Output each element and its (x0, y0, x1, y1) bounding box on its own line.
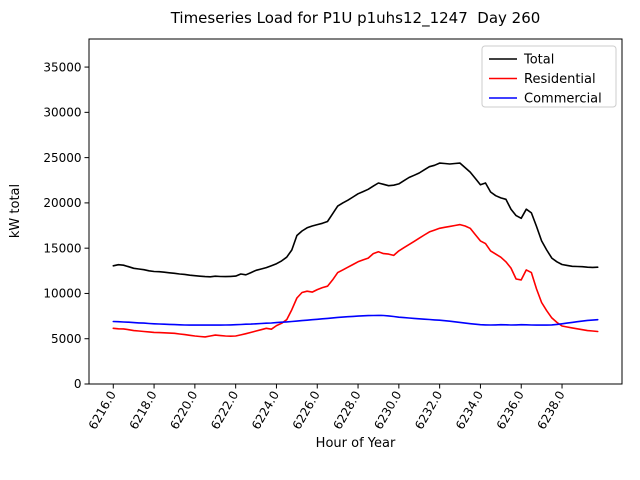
x-axis-label: Hour of Year (316, 436, 396, 451)
y-tick-label: 15000 (43, 241, 81, 255)
legend: Total Residential Commercial (481, 45, 617, 108)
x-tick-label: 6236.0 (494, 389, 527, 432)
axes-frame (88, 38, 623, 385)
x-tick-label: 6230.0 (371, 389, 404, 432)
y-tick-label: 5000 (51, 332, 82, 346)
plot-lines (112, 162, 599, 338)
y-tick-label: 20000 (43, 196, 81, 210)
legend-box (481, 45, 617, 108)
x-tick-label: 6220.0 (167, 389, 200, 432)
line-commercial (112, 314, 599, 326)
legend-label-residential: Residential (524, 72, 596, 87)
y-axis-ticks: 0 5000 10000 15000 20000 25000 30000 35000 (43, 60, 89, 391)
line-residential (112, 223, 599, 338)
x-axis-ticks: 6216.0 6218.0 6220.0 6222.0 6224.0 6226.0 6228… (86, 384, 568, 432)
y-tick-label: 10000 (43, 287, 81, 301)
x-tick-label: 6218.0 (127, 389, 160, 432)
y-tick-label: 30000 (43, 106, 81, 120)
legend-label-commercial: Commercial (524, 92, 602, 107)
x-tick-label: 6232.0 (412, 389, 445, 432)
line-total (112, 162, 599, 278)
y-tick-label: 35000 (43, 60, 81, 74)
x-tick-label: 6228.0 (331, 389, 364, 432)
y-tick-label: 0 (74, 377, 82, 391)
x-tick-label: 6224.0 (249, 389, 282, 432)
legend-label-total: Total (523, 53, 554, 68)
x-tick-label: 6222.0 (208, 389, 241, 432)
y-tick-label: 25000 (43, 151, 81, 165)
x-tick-label: 6234.0 (453, 389, 486, 432)
x-tick-label: 6226.0 (290, 389, 323, 432)
y-axis-label: kW total (8, 184, 23, 238)
x-tick-label: 6238.0 (535, 389, 568, 432)
chart-title: Timeseries Load for P1U p1uhs12_1247 Day… (170, 9, 541, 28)
x-tick-label: 6216.0 (86, 389, 119, 432)
